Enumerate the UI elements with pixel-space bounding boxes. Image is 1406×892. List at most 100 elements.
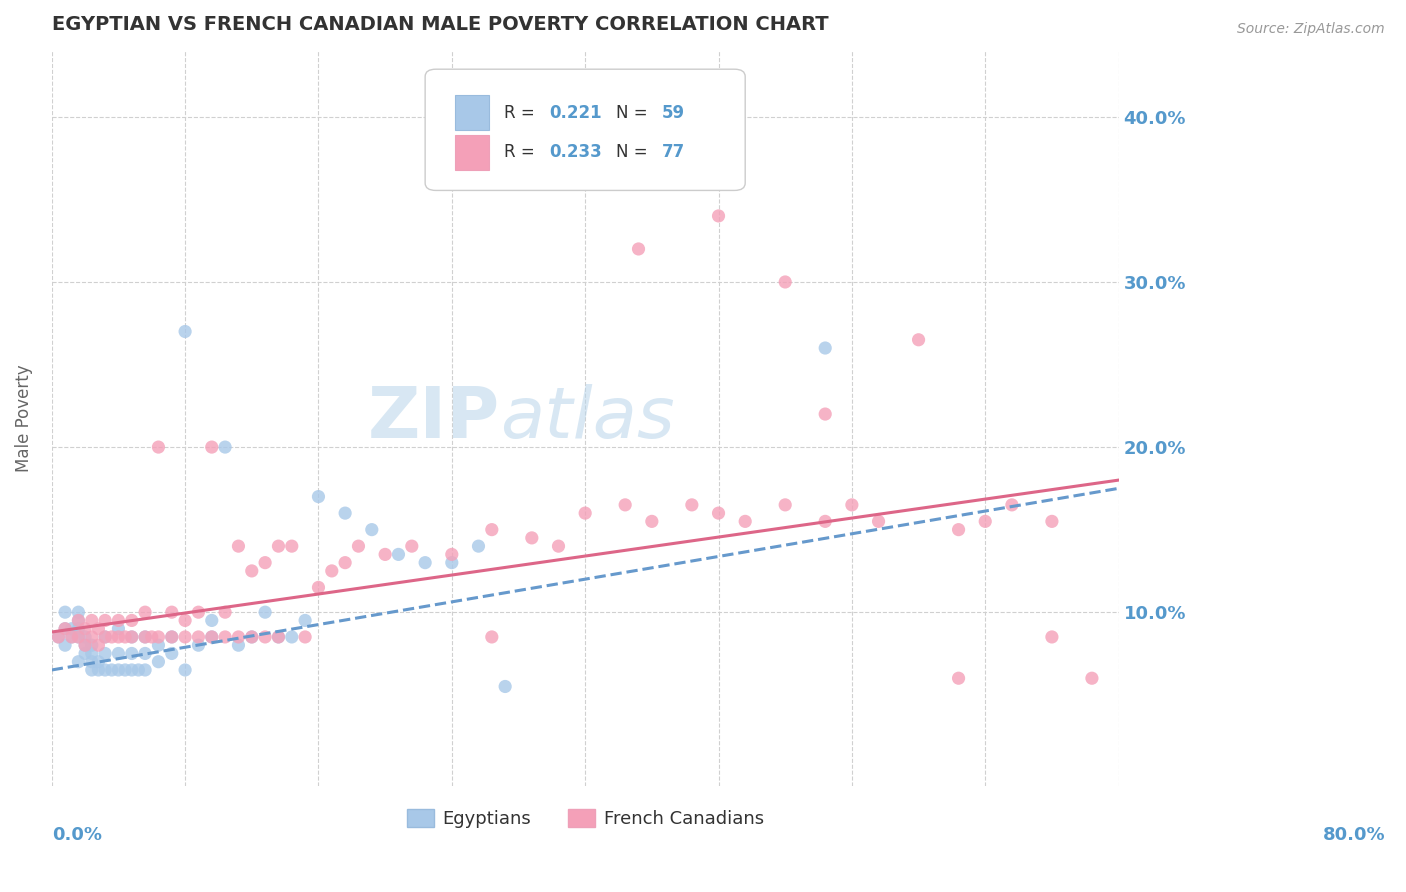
Point [201,630,224,644]
Point [413,556,436,570]
Point [87,655,110,669]
Point [467,539,489,553]
Point [48,630,70,644]
Text: R =: R = [505,144,540,161]
Point [80,614,103,628]
Point [53,638,76,652]
Point [107,630,129,644]
Point [214,440,236,454]
Point [267,630,290,644]
Point [1040,630,1063,644]
Point [60,622,83,636]
Point [53,622,76,636]
Point [94,630,117,644]
Text: 77: 77 [662,144,685,161]
Point [60,630,83,644]
Point [121,663,143,677]
Text: N =: N = [616,144,652,161]
Point [114,663,136,677]
Point [67,655,90,669]
Point [681,498,703,512]
Text: 0.233: 0.233 [548,144,602,161]
Point [974,515,997,529]
Point [75,647,97,661]
Point [160,630,183,644]
Point [281,630,304,644]
Point [67,614,90,628]
Point [148,630,170,644]
Point [94,647,117,661]
Point [440,548,463,562]
Point [254,556,277,570]
Point [254,605,277,619]
Point [773,498,796,512]
Point [814,515,837,529]
Point [87,638,110,652]
Point [773,275,796,289]
Point [360,523,382,537]
Point [75,638,97,652]
Point [134,630,156,644]
FancyBboxPatch shape [456,95,489,130]
Text: ZIP: ZIP [367,384,499,452]
Point [641,515,664,529]
Point [67,614,90,628]
Point [294,630,316,644]
Point [281,539,304,553]
Point [948,671,970,685]
Point [1040,515,1063,529]
Point [347,539,370,553]
Text: 0.221: 0.221 [548,103,602,121]
Point [948,523,970,537]
Point [814,407,837,421]
Point [75,622,97,636]
Point [907,333,929,347]
Point [87,622,110,636]
Point [174,614,197,628]
Point [67,605,90,619]
Point [187,630,209,644]
Point [333,506,356,520]
Point [141,630,163,644]
Point [201,614,224,628]
Point [267,630,290,644]
Point [53,605,76,619]
Point [481,523,503,537]
Point [574,506,596,520]
Point [547,539,569,553]
Point [114,630,136,644]
Point [228,638,250,652]
Point [308,490,330,504]
Point [240,630,263,644]
FancyBboxPatch shape [425,70,745,190]
Point [187,638,209,652]
Point [841,498,863,512]
Text: 80.0%: 80.0% [1323,826,1385,844]
Point [87,663,110,677]
Point [614,498,637,512]
Point [707,209,730,223]
Point [333,556,356,570]
Text: 59: 59 [662,103,685,121]
Text: atlas: atlas [499,384,675,452]
Point [60,630,83,644]
Point [80,647,103,661]
Point [80,655,103,669]
Point [627,242,650,256]
Point [107,663,129,677]
Point [121,647,143,661]
Point [401,539,423,553]
Point [228,630,250,644]
Point [121,630,143,644]
Point [121,630,143,644]
Point [1001,498,1024,512]
Text: 0.0%: 0.0% [52,826,101,844]
Point [75,638,97,652]
Point [107,647,129,661]
Text: Source: ZipAtlas.com: Source: ZipAtlas.com [1237,22,1385,37]
Point [201,440,224,454]
Point [121,614,143,628]
Point [148,655,170,669]
Point [94,663,117,677]
Point [67,630,90,644]
